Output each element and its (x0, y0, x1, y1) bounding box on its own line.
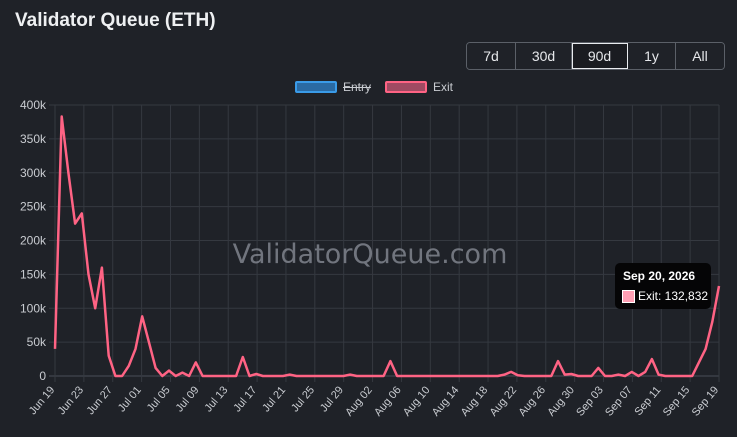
x-tick-label: Aug 06 (372, 384, 404, 418)
y-tick-label: 300k (20, 166, 47, 180)
range-button-30d[interactable]: 30d (516, 43, 572, 69)
chart-tooltip: Sep 20, 2026 Exit: 132,832 (615, 263, 711, 309)
tooltip-row: Exit: 132,832 (622, 289, 708, 303)
range-button-all[interactable]: All (676, 43, 724, 69)
range-button-90d[interactable]: 90d (572, 43, 628, 69)
x-tick-label: Jun 23 (56, 384, 86, 417)
x-tick-label: Jul 01 (116, 384, 144, 414)
exit-series-line (53, 115, 721, 378)
y-tick-label: 350k (20, 132, 47, 146)
tooltip-date: Sep 20, 2026 (623, 269, 696, 283)
x-tick-label: Sep 19 (690, 384, 722, 418)
range-button-7d[interactable]: 7d (467, 43, 516, 69)
x-tick-label: Aug 10 (401, 384, 433, 418)
x-tick-label: Jul 21 (260, 384, 288, 414)
chart-legend: Entry Exit (295, 80, 467, 94)
x-tick-label: Sep 11 (632, 384, 663, 418)
x-tick-label: Aug 14 (430, 384, 462, 418)
page-title: Validator Queue (ETH) (15, 10, 216, 31)
x-tick-label: Jul 09 (174, 384, 202, 414)
x-tick-label: Aug 22 (488, 384, 520, 418)
x-tick-label: Jul 29 (318, 384, 346, 414)
legend-label-entry: Entry (343, 80, 372, 94)
x-tick-label: Jul 17 (231, 384, 259, 414)
x-tick-label: Aug 26 (516, 384, 548, 418)
x-tick-label: Aug 30 (545, 384, 577, 418)
legend-swatch-exit (385, 81, 428, 93)
legend-swatch-entry (295, 81, 337, 93)
tooltip-value: Exit: 132,832 (638, 289, 709, 303)
x-tick-label: Aug 02 (343, 384, 375, 418)
y-tick-label: 250k (20, 200, 47, 214)
x-tick-label: Sep 15 (661, 384, 693, 418)
x-tick-label: Sep 07 (603, 384, 635, 418)
watermark: ValidatorQueue.com (233, 239, 508, 270)
legend-item-entry[interactable]: Entry (295, 80, 371, 94)
x-tick-label: Sep 03 (574, 384, 606, 418)
range-button-1y[interactable]: 1y (628, 43, 676, 69)
y-tick-label: 0 (39, 369, 46, 383)
x-tick-label: Jul 25 (289, 384, 317, 414)
y-tick-label: 50k (27, 335, 47, 349)
y-tick-label: 150k (20, 267, 47, 281)
y-tick-label: 400k (20, 98, 47, 112)
x-tick-label: Jul 05 (145, 384, 173, 414)
x-tick-label: Aug 18 (459, 384, 491, 418)
time-range-selector: 7d 30d 90d 1y All (466, 42, 725, 70)
x-tick-label: Jun 19 (27, 384, 57, 417)
x-tick-label: Jul 13 (202, 384, 230, 414)
y-tick-label: 200k (20, 234, 47, 248)
legend-label-exit: Exit (433, 80, 454, 94)
x-tick-label: Jun 27 (85, 384, 115, 417)
legend-item-exit[interactable]: Exit (385, 80, 453, 94)
tooltip-swatch (622, 289, 635, 303)
y-tick-label: 100k (20, 301, 47, 315)
